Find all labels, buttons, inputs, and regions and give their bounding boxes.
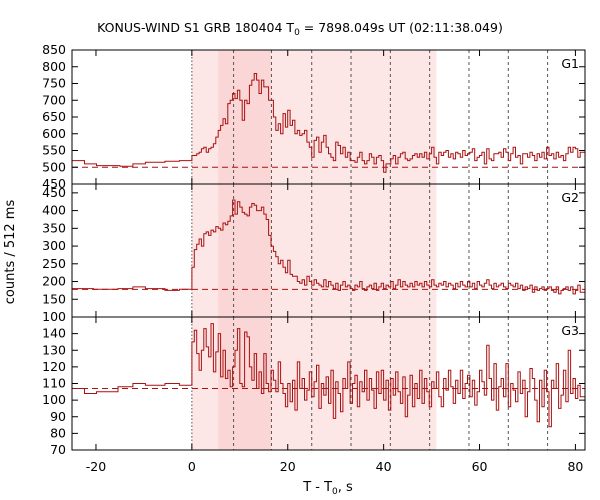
y-tick-label: 200 [42,274,66,289]
y-tick-label: 450 [42,176,66,191]
panel-g2: 100 150 200 250 300 350 400 450 G2 [42,183,586,324]
x-tick-label: 60 [472,459,488,474]
panels-layer: 450500550600650700750800850G110015020025… [42,42,586,474]
y-tick-label: 400 [42,203,66,218]
panel-label-g3: G3 [561,323,579,338]
y-tick-label: 500 [42,159,66,174]
y-tick-label: 150 [42,291,66,306]
y-tick-label: 100 [42,309,66,324]
panel-label-g2: G2 [561,190,579,205]
x-tick-label: 0 [188,459,196,474]
y-tick-label: 90 [50,409,66,424]
chart-title: KONUS-WIND S1 GRB 180404 T0 = 7898.049s … [97,20,503,38]
y-tick-label: 70 [50,442,66,457]
y-tick-label: 120 [42,359,66,374]
y-tick-label: 750 [42,76,66,91]
light-curve-series-g2 [72,199,585,295]
y-tick-label: 850 [42,42,66,57]
x-tick-label: 20 [280,459,296,474]
y-tick-label: 700 [42,92,66,107]
y-tick-label: 350 [42,220,66,235]
light-curve-series-g1 [72,73,585,173]
y-tick-label: 110 [42,376,66,391]
x-tick-label: 80 [567,459,583,474]
y-tick-label: 130 [42,342,66,357]
y-tick-label: 250 [42,256,66,271]
y-tick-label: 800 [42,59,66,74]
shaded-interval-2 [218,184,271,317]
y-tick-label: 80 [50,425,66,440]
y-tick-label: 450 [42,185,66,200]
x-axis-title: T - T0, s [302,480,353,497]
light-curve-series-g3 [72,323,585,428]
y-axis-title: counts / 512 ms [3,200,18,305]
x-tick-label: -20 [86,459,106,474]
y-tick-label: 600 [42,126,66,141]
panel-label-g1: G1 [561,56,579,71]
x-tick-label: 40 [376,459,392,474]
y-tick-label: 100 [42,392,66,407]
y-tick-label: 300 [42,238,66,253]
y-tick-label: 140 [42,326,66,341]
y-tick-label: 550 [42,143,66,158]
y-tick-label: 650 [42,109,66,124]
